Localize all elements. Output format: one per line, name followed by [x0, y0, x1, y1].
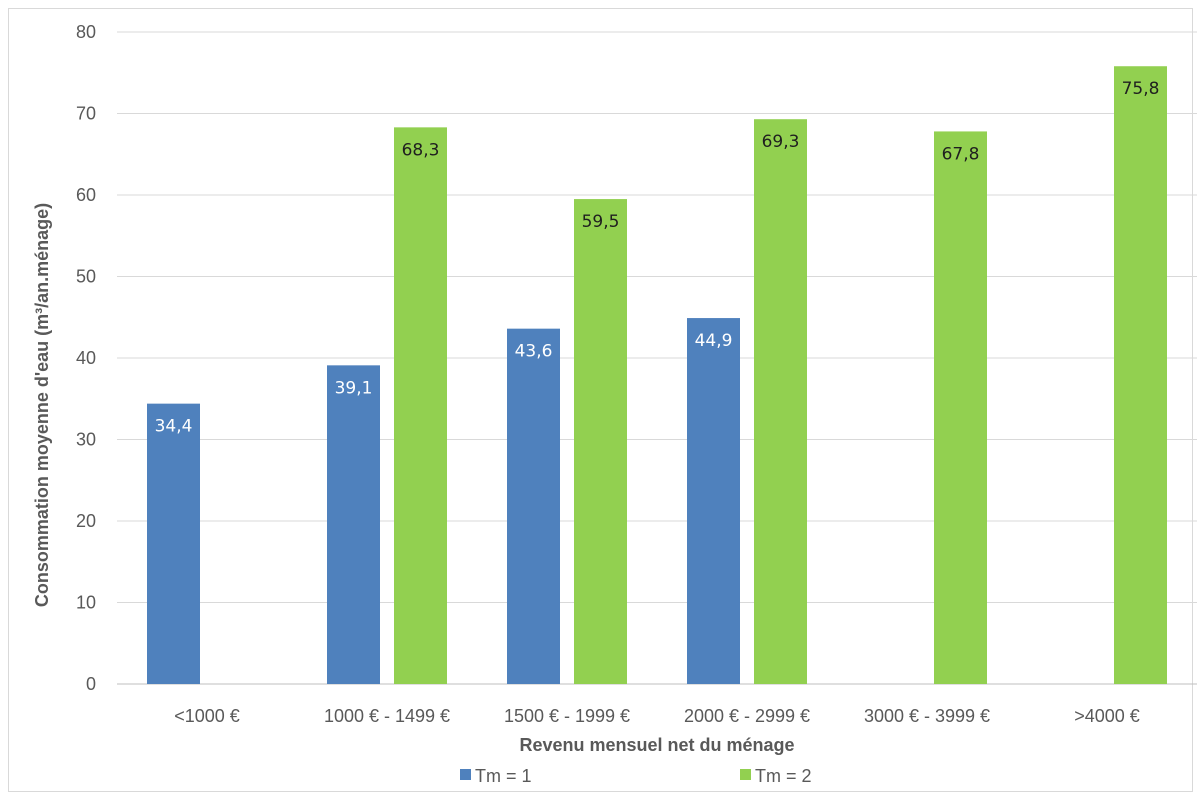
y-tick-labels: 0 10 20 30 40 50 60 70 80	[76, 22, 96, 694]
bar-series-1	[147, 403, 200, 684]
bar-series-2	[934, 131, 987, 684]
bar-series-2	[574, 199, 627, 684]
x-tick-label: <1000 €	[174, 706, 240, 726]
x-tick-label: 2000 € - 2999 €	[684, 706, 810, 726]
legend-label-tm1: Tm = 1	[475, 766, 532, 786]
y-tick-label: 70	[76, 104, 96, 124]
y-tick-label: 80	[76, 22, 96, 42]
legend-swatch-tm2	[740, 769, 751, 780]
data-label-series-2: 59,5	[582, 212, 620, 232]
y-tick-label: 20	[76, 511, 96, 531]
x-axis-title: Revenu mensuel net du ménage	[519, 735, 794, 755]
bars	[147, 66, 1167, 685]
data-label-series-2: 69,3	[762, 132, 800, 152]
bar-series-1	[327, 365, 380, 684]
gridlines	[117, 31, 1197, 685]
bar-series-1	[507, 328, 560, 684]
y-tick-label: 50	[76, 267, 96, 287]
bar-series-2	[754, 119, 807, 684]
y-tick-label: 0	[86, 674, 96, 694]
x-tick-label: >4000 €	[1074, 706, 1140, 726]
y-tick-label: 10	[76, 593, 96, 613]
x-tick-label: 1500 € - 1999 €	[504, 706, 630, 726]
data-label-series-1: 39,1	[335, 378, 373, 398]
data-label-series-2: 68,3	[402, 140, 440, 160]
data-label-series-1: 44,9	[695, 331, 733, 351]
data-label-series-2: 67,8	[942, 144, 980, 164]
legend-label-tm2: Tm = 2	[755, 766, 812, 786]
x-tick-labels: <1000 € 1000 € - 1499 € 1500 € - 1999 € 200…	[174, 706, 1140, 726]
x-tick-label: 3000 € - 3999 €	[864, 706, 990, 726]
bar-series-2	[394, 127, 447, 685]
legend-swatch-tm1	[460, 769, 471, 780]
data-label-series-1: 34,4	[155, 417, 193, 437]
data-label-series-1: 43,6	[515, 342, 553, 362]
x-tick-label: 1000 € - 1499 €	[324, 706, 450, 726]
legend: Tm = 1 Tm = 2	[460, 766, 812, 786]
y-tick-label: 30	[76, 430, 96, 450]
bar-series-1	[687, 318, 740, 684]
data-labels: 34,4 39,1 68,3 43,6 59,5 44,9 69,3 67,8 75,8	[155, 79, 1160, 436]
bar-series-2	[1114, 66, 1167, 685]
y-axis-title: Consommation moyenne d'eau (m³/an.ménage…	[32, 203, 52, 607]
data-label-series-2: 75,8	[1122, 79, 1160, 99]
y-tick-label: 60	[76, 185, 96, 205]
y-tick-label: 40	[76, 348, 96, 368]
